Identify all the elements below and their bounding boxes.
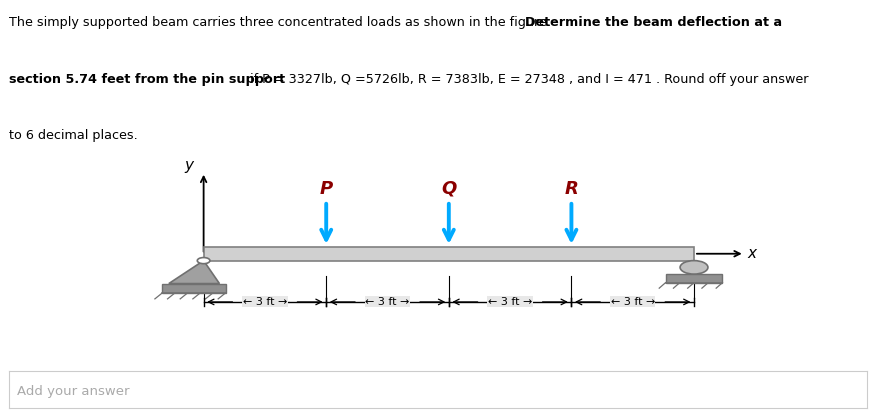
Circle shape	[680, 261, 708, 274]
Polygon shape	[169, 261, 219, 283]
Text: P: P	[319, 180, 333, 198]
Circle shape	[197, 258, 210, 264]
FancyBboxPatch shape	[204, 247, 694, 261]
Text: ← 3 ft →: ← 3 ft →	[242, 297, 287, 307]
Text: Add your answer: Add your answer	[18, 385, 130, 398]
Text: y: y	[185, 158, 194, 173]
Text: R: R	[565, 180, 579, 198]
Text: ← 3 ft →: ← 3 ft →	[366, 297, 410, 307]
Text: if P = 3327lb, Q =5726lb, R = 7383lb, E = 27348 , and I = 471 . Round off your a: if P = 3327lb, Q =5726lb, R = 7383lb, E …	[247, 73, 809, 86]
Text: x: x	[748, 246, 757, 261]
FancyBboxPatch shape	[666, 274, 722, 283]
Text: section 5.74 feet from the pin support: section 5.74 feet from the pin support	[9, 73, 285, 86]
Text: ...: ...	[834, 180, 848, 195]
FancyBboxPatch shape	[163, 283, 226, 293]
Text: ← 3 ft →: ← 3 ft →	[611, 297, 655, 307]
Text: ← 3 ft →: ← 3 ft →	[488, 297, 532, 307]
Text: to 6 decimal places.: to 6 decimal places.	[9, 129, 137, 142]
Text: The simply supported beam carries three concentrated loads as shown in the figur: The simply supported beam carries three …	[9, 16, 555, 29]
Text: Q: Q	[442, 180, 457, 198]
Text: Determine the beam deflection at a: Determine the beam deflection at a	[525, 16, 782, 29]
